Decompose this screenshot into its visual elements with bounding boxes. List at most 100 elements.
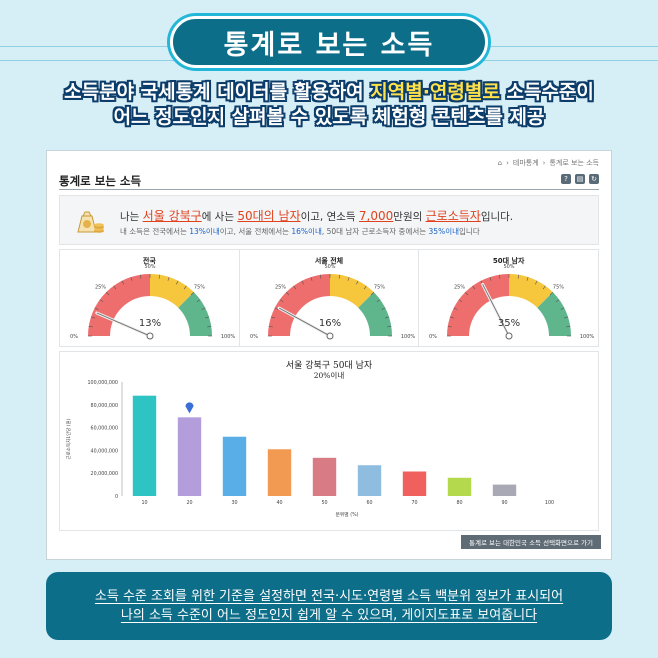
gauge-tick-label: 75% (553, 285, 564, 291)
gauge-tick (450, 316, 455, 319)
gauge-tick (347, 276, 350, 281)
bar[interactable] (312, 457, 337, 496)
gauge-tick (88, 326, 93, 328)
gauge-tick-label: 100% (401, 334, 416, 340)
gauge-tick (90, 316, 95, 319)
x-tick-label: 20 (186, 500, 192, 506)
chart-title: 서울 강북구 50대 남자 (285, 361, 373, 371)
gauge-chart: 0% 25% 50% 75% 100% 13% (70, 264, 235, 340)
y-tick-label: 80,000,000 (91, 403, 118, 409)
gauge-tick (270, 316, 275, 319)
gauge-seoul: 서울 전체 0% 25% 50% 75% 100% 16% (240, 250, 420, 346)
caption-line: 소득 수준 조회를 위한 기준을 설정하면 전국·시도·연령별 소득 백분위 정… (94, 589, 564, 604)
x-tick-label: 90 (501, 500, 507, 506)
gauge-tick (459, 299, 463, 303)
bar[interactable] (447, 477, 472, 496)
x-tick-label: 100 (545, 500, 554, 506)
bar[interactable] (402, 471, 427, 496)
y-axis-label: 근로소득자1인당 (원) (65, 418, 72, 459)
gauge-hub (505, 332, 513, 340)
gauge-tick (205, 316, 210, 319)
gauge-tick (518, 274, 520, 279)
y-tick-label: 0 (115, 494, 118, 500)
gauge-tick (113, 285, 117, 290)
money-bag-icon (77, 211, 104, 233)
breadcrumb-item[interactable]: 통계로 보는 소득 (549, 159, 599, 167)
bar[interactable] (267, 449, 292, 496)
gauge-title: 전국 (142, 257, 156, 265)
breadcrumb-item[interactable]: 테마통계 (512, 159, 539, 167)
caption: 소득 수준 조회를 위한 기준을 설정하면 전국·시도·연령별 소득 백분위 정… (46, 572, 612, 640)
bar[interactable] (132, 395, 157, 496)
gauge-tick (338, 274, 340, 279)
gauge-tick (564, 316, 569, 319)
gauge-tick (376, 299, 381, 303)
gauge-tick-label: 100% (580, 334, 595, 340)
gauge-age-group: 50대 남자 0% 25% 50% 75% 100% 35% (419, 250, 598, 346)
bar[interactable] (177, 417, 202, 496)
gauge-tick (550, 291, 554, 296)
summary-sentence: 나는 서울 강북구에 사는 50대의 남자이고, 연소득 7,000만원의 근로… (120, 209, 514, 223)
x-tick-label: 40 (276, 500, 282, 506)
gauge-hub (326, 332, 334, 340)
age-value: 50대의 남자 (237, 209, 301, 223)
gauge-value: 16% (319, 318, 341, 329)
gauge-tick (465, 291, 469, 296)
gauge-band-mid (329, 274, 374, 308)
y-tick-label: 40,000,000 (91, 448, 118, 454)
page-title: 통계로 보는 소득 (59, 174, 142, 188)
x-axis-label: 분위별 (%) (335, 511, 358, 518)
gauge-band-low (88, 274, 150, 336)
x-tick-label: 80 (456, 500, 462, 506)
gauge-tick (310, 276, 313, 281)
gauge-tick (381, 307, 386, 310)
gauge-tick-label: 0% (250, 334, 258, 340)
gauge-needle-core (96, 312, 151, 337)
gauge-chart: 0% 25% 50% 75% 100% 35% (429, 264, 595, 340)
gauge-band-high (178, 292, 212, 336)
gauge-tick (363, 285, 367, 290)
gauge-tick (543, 285, 547, 290)
region-value: 서울 강북구 (142, 209, 202, 223)
banner-subtitle: 소득분야 국세통계 데이터를 활용하여 지역별·연령별로 소득수준이 어느 정도… (64, 81, 594, 128)
gauge-tick (453, 307, 458, 310)
gauge-tick-label: 0% (70, 334, 78, 340)
gauge-tick (301, 280, 304, 285)
x-tick-label: 50 (321, 500, 327, 506)
gauge-value: 35% (498, 318, 520, 329)
y-tick-label: 100,000,000 (87, 380, 118, 386)
gauge-tick (121, 280, 124, 285)
banner-title: 통계로 보는 소득 (170, 16, 488, 68)
gauge-tick (268, 326, 273, 328)
refresh-icon[interactable]: ↻ (589, 174, 599, 184)
gauge-tick (105, 291, 110, 296)
print-icon[interactable]: ▤ (575, 174, 585, 184)
gauge-band-high (537, 292, 572, 336)
gauge-tick (526, 276, 529, 281)
gauge-tick (190, 291, 195, 296)
gauge-tick-label: 75% (374, 285, 385, 291)
gauge-title: 50대 남자 (492, 257, 525, 265)
gauge-tick-label: 25% (275, 285, 286, 291)
x-tick-label: 60 (366, 500, 372, 506)
bar[interactable] (222, 436, 247, 496)
bar[interactable] (357, 465, 382, 496)
gauge-tick (158, 274, 160, 279)
x-tick-label: 10 (141, 500, 147, 506)
chart-subtitle: 20%이내 (313, 371, 345, 380)
bar[interactable] (492, 484, 517, 496)
back-to-selection-button[interactable]: 통계로 보는 대한민국 소득 선택화면으로 가기 (461, 535, 601, 549)
gauge-tick (176, 280, 179, 285)
divider (59, 189, 599, 190)
app-screen: ⌂ › 테마통계 › 통계로 보는 소득 통계로 보는 소득 ? ▤ ↻ 나는 … (46, 150, 612, 560)
home-icon[interactable]: ⌂ (497, 159, 503, 167)
gauge-band-low (447, 274, 510, 336)
gauge-tick (556, 299, 560, 303)
help-icon[interactable]: ? (561, 174, 571, 184)
gauge-band-mid (509, 274, 554, 308)
gauge-needle-core (278, 307, 330, 337)
gauge-tick (207, 326, 212, 328)
breadcrumb: ⌂ › 테마통계 › 통계로 보는 소득 (497, 159, 599, 167)
gauge-tick (499, 274, 501, 279)
gauge-band-high (357, 292, 392, 336)
